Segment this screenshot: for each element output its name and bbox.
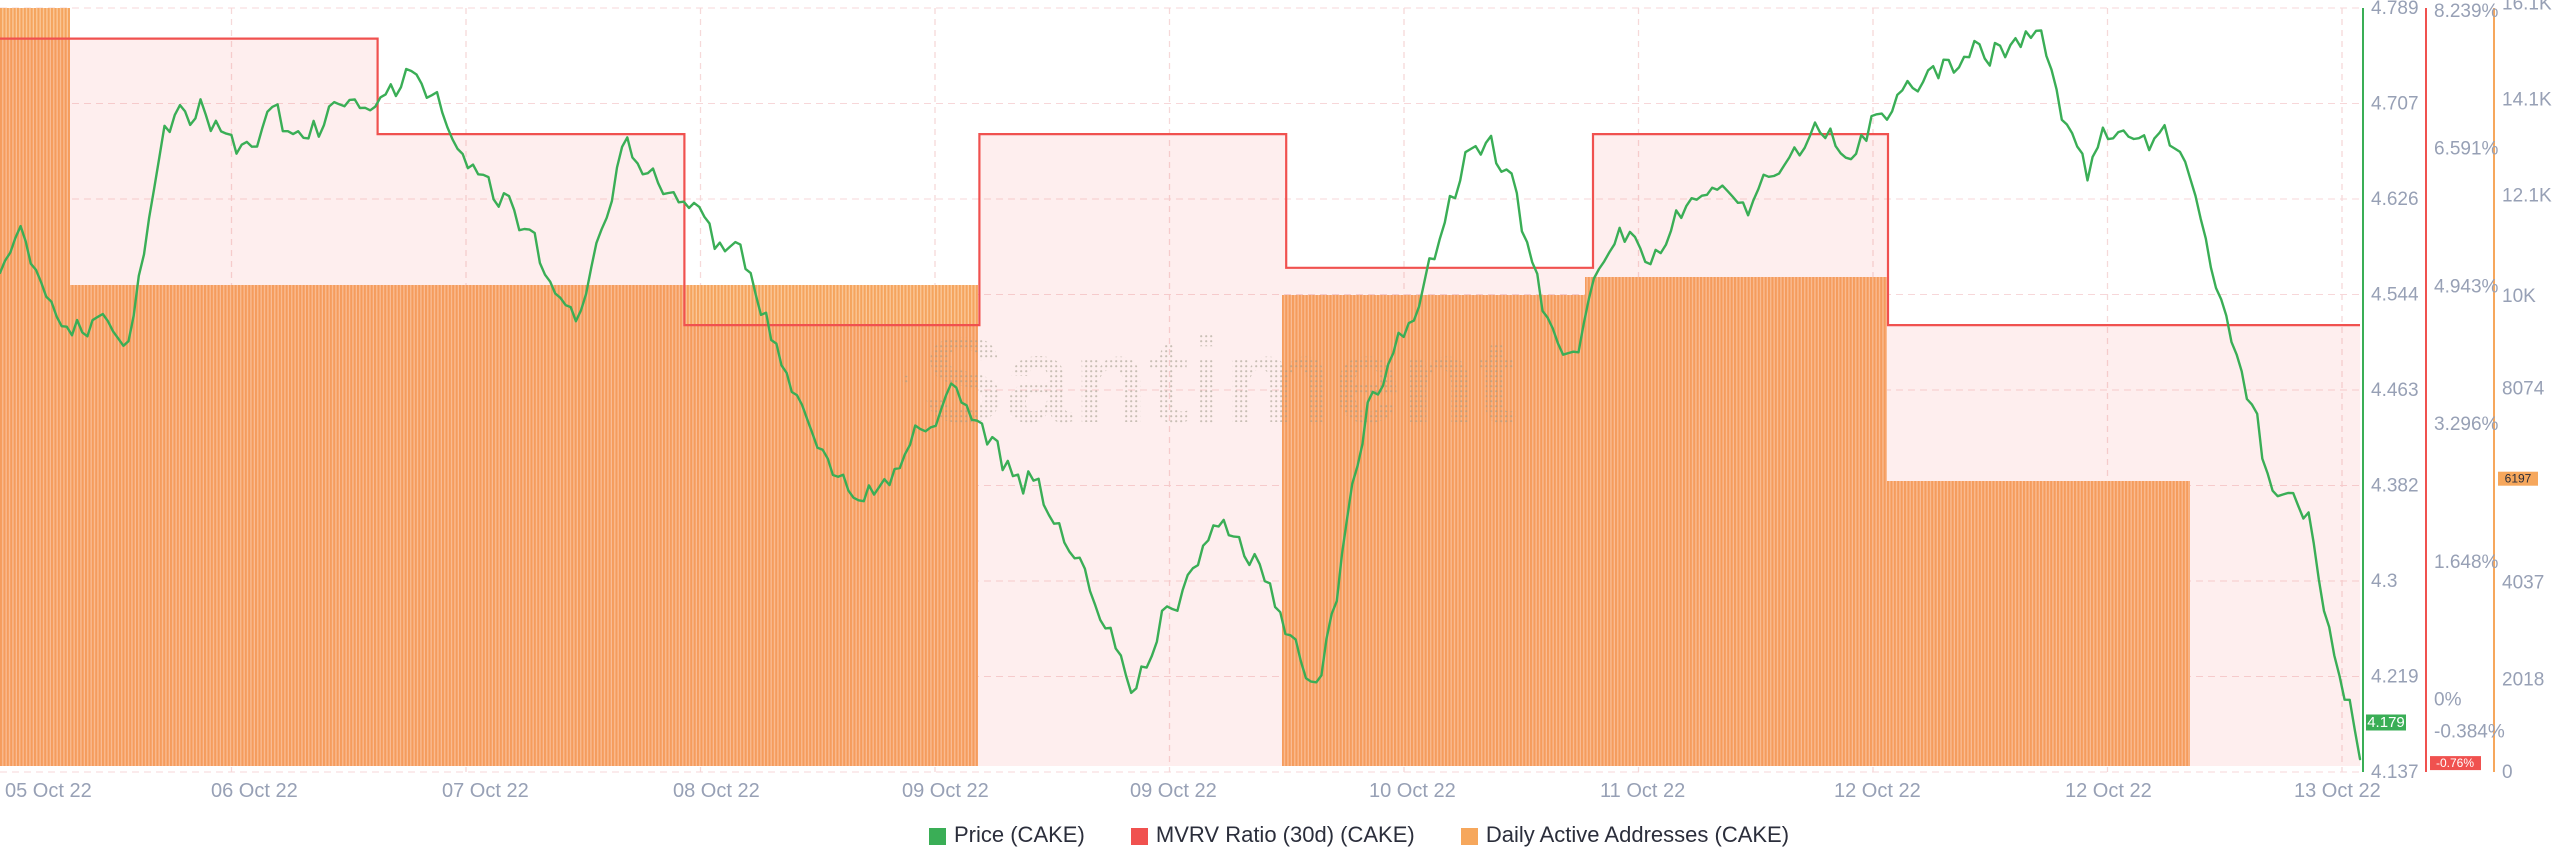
svg-text:4.626: 4.626 (2371, 189, 2419, 210)
svg-text:4037: 4037 (2502, 572, 2544, 593)
svg-text:08 Oct 22: 08 Oct 22 (673, 780, 760, 802)
svg-text:05 Oct 22: 05 Oct 22 (5, 780, 92, 802)
svg-text:4.463: 4.463 (2371, 380, 2419, 401)
svg-text:06 Oct 22: 06 Oct 22 (211, 780, 298, 802)
svg-text:4.179: 4.179 (2367, 714, 2405, 731)
svg-text:4.382: 4.382 (2371, 476, 2419, 497)
svg-text:10K: 10K (2502, 286, 2536, 307)
svg-text:4.789: 4.789 (2371, 0, 2419, 19)
svg-text:0: 0 (2502, 762, 2513, 783)
svg-text:13 Oct 22: 13 Oct 22 (2294, 780, 2381, 802)
svg-text:14.1K: 14.1K (2502, 89, 2552, 110)
svg-text:1.648%: 1.648% (2434, 552, 2499, 573)
svg-text:4.707: 4.707 (2371, 94, 2419, 115)
svg-text:2018: 2018 (2502, 669, 2544, 690)
svg-text:09 Oct 22: 09 Oct 22 (902, 780, 989, 802)
svg-text:6197: 6197 (2505, 472, 2532, 486)
svg-text:4.3: 4.3 (2371, 571, 2397, 592)
svg-text:12 Oct 22: 12 Oct 22 (1834, 780, 1921, 802)
svg-text:4.943%: 4.943% (2434, 276, 2499, 297)
svg-text:0%: 0% (2434, 690, 2462, 711)
svg-text:6.591%: 6.591% (2434, 139, 2499, 160)
svg-text:10 Oct 22: 10 Oct 22 (1369, 780, 1456, 802)
svg-text:12 Oct 22: 12 Oct 22 (2065, 780, 2152, 802)
svg-text:Santiment: Santiment (923, 312, 1517, 448)
svg-text:-0.384%: -0.384% (2434, 722, 2505, 743)
svg-text:09 Oct 22: 09 Oct 22 (1130, 780, 1217, 802)
svg-text:3.296%: 3.296% (2434, 414, 2499, 435)
svg-text:11 Oct 22: 11 Oct 22 (1600, 780, 1685, 802)
svg-text:4.219: 4.219 (2371, 667, 2419, 688)
svg-text:16.1K: 16.1K (2502, 0, 2552, 14)
svg-text:8.239%: 8.239% (2434, 1, 2499, 22)
svg-text:4.544: 4.544 (2371, 285, 2419, 306)
svg-text:07 Oct 22: 07 Oct 22 (442, 780, 529, 802)
svg-text:8074: 8074 (2502, 379, 2545, 400)
svg-text:12.1K: 12.1K (2502, 185, 2552, 206)
svg-text:-0.76%: -0.76% (2436, 756, 2474, 770)
